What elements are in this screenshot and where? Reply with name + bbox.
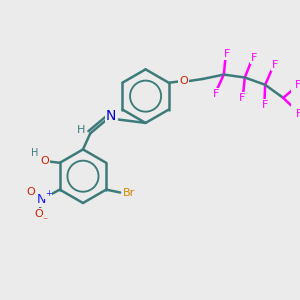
Text: F: F — [272, 60, 278, 70]
Text: H: H — [31, 148, 38, 158]
Text: F: F — [224, 49, 230, 58]
Text: F: F — [239, 93, 245, 103]
Text: F: F — [296, 109, 300, 119]
Text: H: H — [77, 125, 85, 136]
Text: O: O — [40, 156, 49, 167]
Text: F: F — [213, 89, 219, 99]
Text: O: O — [179, 76, 188, 86]
Text: N: N — [106, 109, 116, 123]
Text: F: F — [251, 53, 257, 63]
Text: ⁻: ⁻ — [43, 216, 48, 226]
Text: F: F — [261, 100, 268, 110]
Text: F: F — [295, 80, 300, 90]
Text: +: + — [45, 189, 52, 198]
Text: O: O — [26, 187, 35, 196]
Text: O: O — [34, 209, 43, 219]
Text: Br: Br — [123, 188, 135, 197]
Text: N: N — [37, 193, 46, 206]
